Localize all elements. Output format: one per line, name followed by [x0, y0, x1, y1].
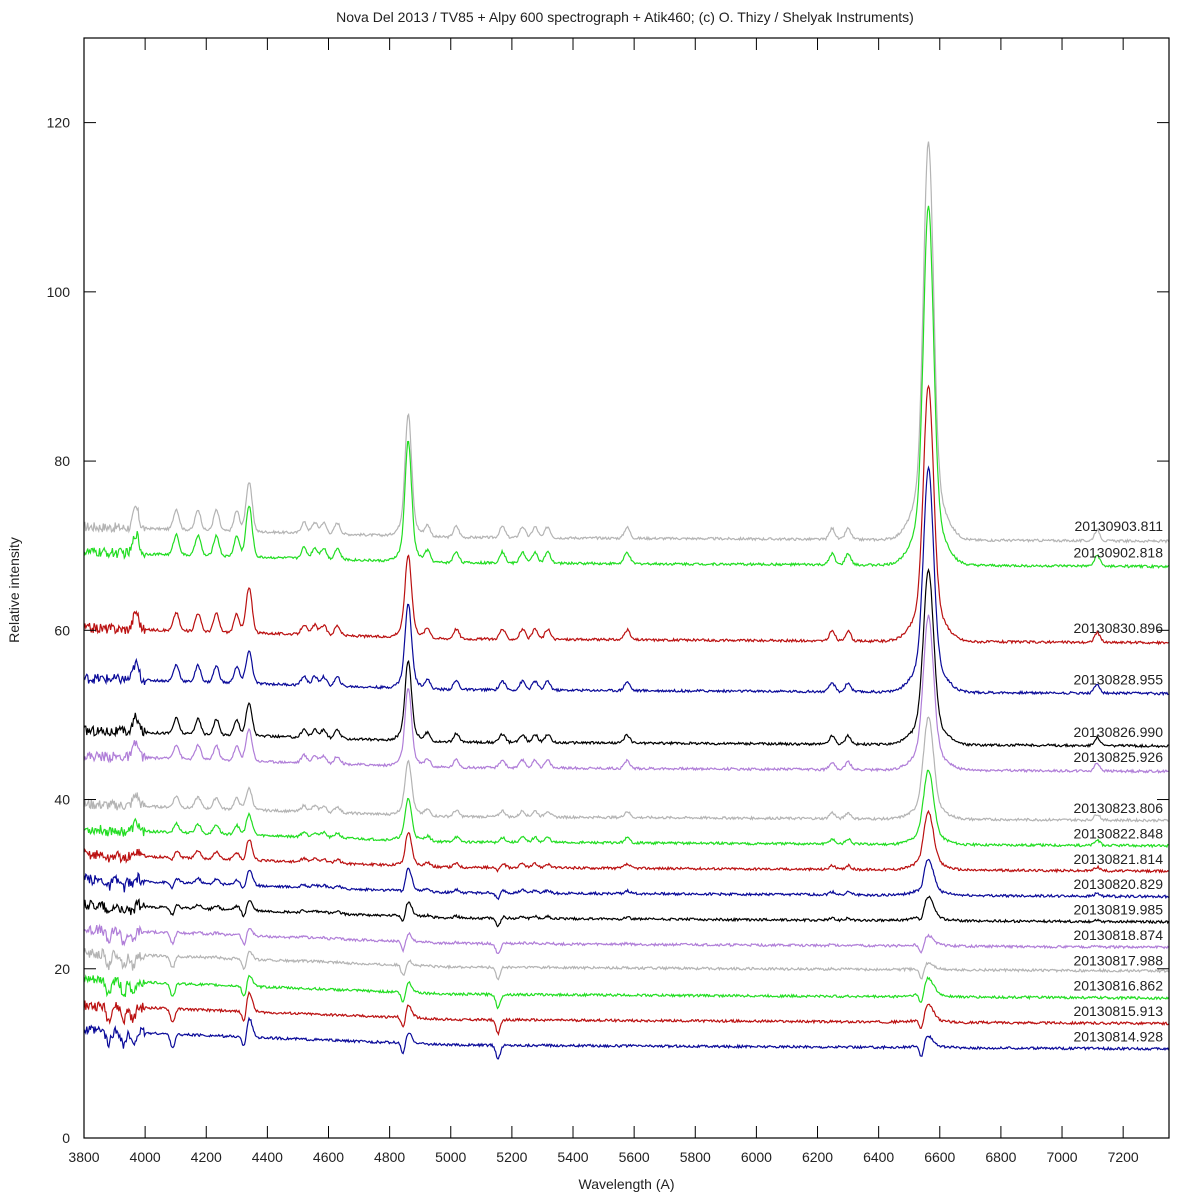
- x-tick-label: 4000: [130, 1149, 161, 1165]
- x-tick-label: 7200: [1108, 1149, 1139, 1165]
- series-label: 20130814.928: [1073, 1028, 1163, 1044]
- y-tick-label: 20: [54, 961, 70, 977]
- chart-title: Nova Del 2013 / TV85 + Alpy 600 spectrog…: [336, 9, 914, 25]
- spectrum-trace: [83, 1016, 1170, 1060]
- x-tick-label: 7000: [1046, 1149, 1077, 1165]
- x-tick-label: 4400: [252, 1149, 283, 1165]
- series-label: 20130820.829: [1073, 876, 1163, 892]
- y-tick-label: 40: [54, 792, 70, 808]
- x-tick-label: 4600: [313, 1149, 344, 1165]
- spectrum-trace: [83, 858, 1170, 901]
- series-label: 20130821.814: [1073, 851, 1163, 867]
- spectrum-trace: [83, 990, 1170, 1037]
- series-label: 20130816.862: [1073, 978, 1163, 994]
- spectrum-trace: [83, 809, 1169, 874]
- spectrum-trace: [83, 567, 1169, 749]
- x-tick-label: 6400: [863, 1149, 894, 1165]
- x-tick-label: 6800: [985, 1149, 1016, 1165]
- series-label: 20130830.896: [1073, 620, 1163, 636]
- x-tick-label: 5000: [435, 1149, 466, 1165]
- x-axis-label: Wavelength (A): [578, 1176, 675, 1192]
- plot-frame: [83, 37, 1170, 1139]
- spectrum-trace: [83, 384, 1169, 646]
- series-label: 20130823.806: [1073, 800, 1163, 816]
- x-tick-label: 3800: [68, 1149, 99, 1165]
- spectrum-trace: [83, 465, 1169, 697]
- spectrum-trace: [83, 716, 1169, 823]
- y-tick-label: 80: [54, 453, 70, 469]
- spectrum-trace: [83, 895, 1170, 928]
- series-label: 20130828.955: [1073, 671, 1163, 687]
- y-tick-label: 60: [54, 622, 70, 638]
- series-layer: [83, 141, 1170, 1060]
- x-tick-label: 5600: [619, 1149, 650, 1165]
- x-tick-label: 5200: [496, 1149, 527, 1165]
- y-tick-label: 100: [47, 284, 71, 300]
- x-tick-label: 6200: [802, 1149, 833, 1165]
- series-label: 20130817.988: [1073, 952, 1163, 968]
- spectrum-trace: [83, 614, 1169, 775]
- x-tick-label: 4200: [191, 1149, 222, 1165]
- series-label: 20130825.926: [1073, 749, 1163, 765]
- series-label: 20130903.811: [1075, 518, 1164, 534]
- series-label: 20130819.985: [1073, 902, 1163, 918]
- spectrum-trace: [83, 923, 1170, 955]
- series-label: 20130815.913: [1073, 1003, 1163, 1019]
- series-labels: 20130903.811 20130902.818 20130830.896 2013…: [1073, 518, 1163, 1044]
- spectrum-trace: [83, 974, 1170, 1010]
- x-tick-label: 5800: [680, 1149, 711, 1165]
- series-label: 20130826.990: [1073, 724, 1163, 740]
- x-tick-label: 5400: [557, 1149, 588, 1165]
- x-tick-label: 4800: [374, 1149, 405, 1165]
- series-label: 20130902.818: [1073, 544, 1163, 560]
- x-tick-label: 6000: [741, 1149, 772, 1165]
- y-tick-label: 0: [62, 1130, 70, 1146]
- series-label: 20130822.848: [1073, 825, 1163, 841]
- spectrum-trace: [83, 141, 1170, 544]
- series-label: 20130818.874: [1073, 927, 1163, 943]
- y-tick-label: 120: [47, 115, 71, 131]
- axes: 3800 4000 4200 4400 4600 4800 5000 5200 5400 5600…: [47, 37, 1170, 1165]
- x-tick-label: 6600: [924, 1149, 955, 1165]
- spectrum-trace: [84, 769, 1169, 849]
- spectrum-trace: [83, 205, 1170, 570]
- spectrum-trace: [83, 947, 1170, 981]
